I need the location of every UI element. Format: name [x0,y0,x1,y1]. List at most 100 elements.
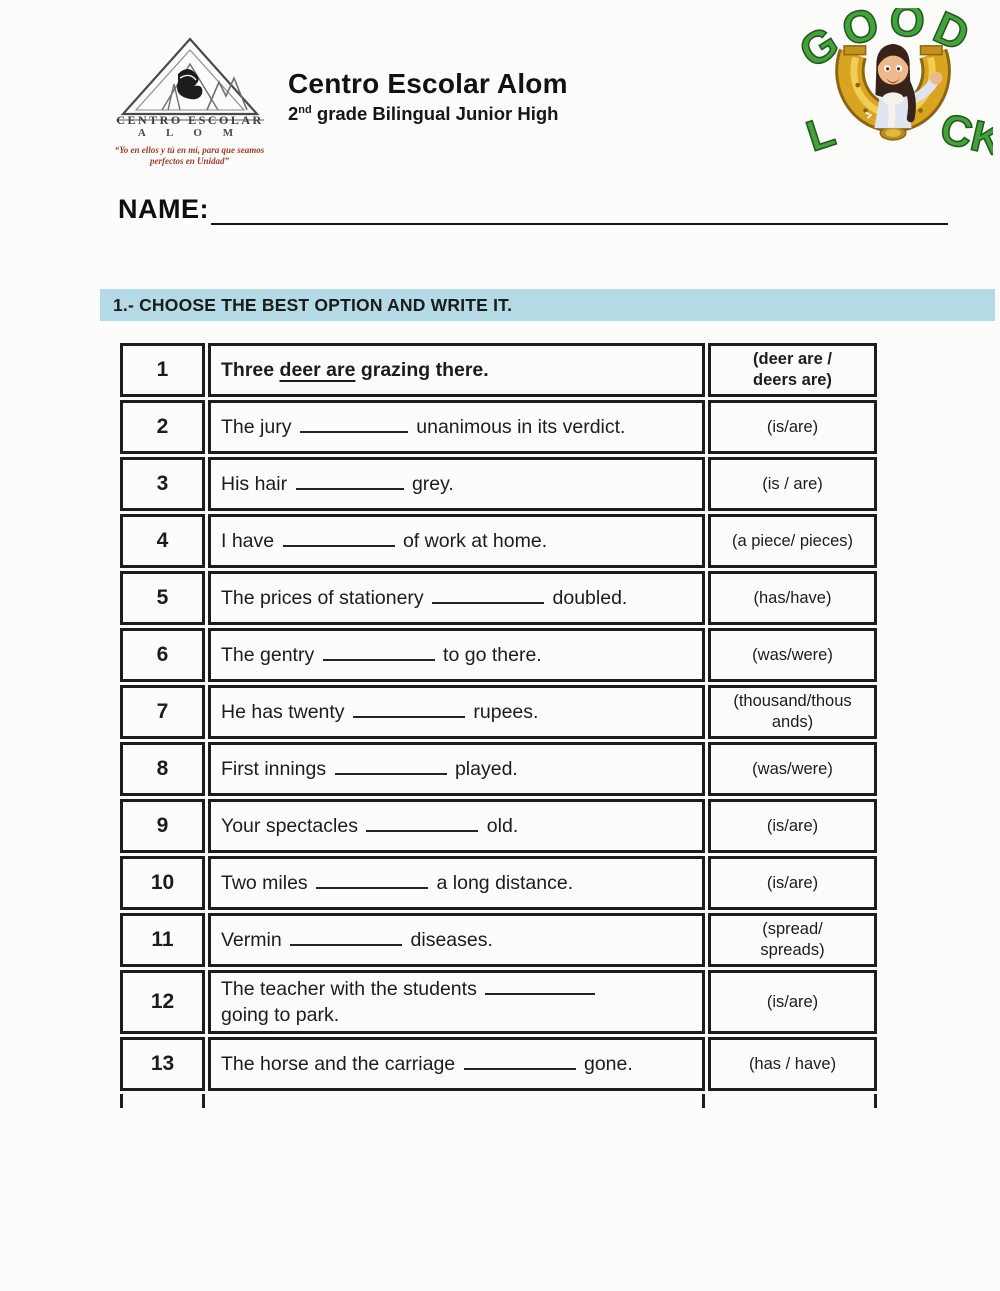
school-logo: CENTRO ESCOLAR A L O M “Yo en ellos y tú… [102,34,277,167]
title-block: Centro Escolar Alom 2nd grade Bilingual … [288,68,568,125]
sentence-text: Two miles [221,872,314,894]
sentence-text: The jury [221,416,297,438]
options-cell: (is/are) [708,400,877,454]
table-row: 11 Vermin diseases. (spread/ spreads) [120,913,877,967]
row-number: 13 [120,1037,205,1091]
section-bar: 1.- CHOOSE THE BEST OPTION AND WRITE IT. [100,289,995,321]
row-number-partial [120,1094,205,1108]
sentence-cell: The prices of stationery doubled. [208,571,705,625]
row-number: 3 [120,457,205,511]
row-number: 2 [120,400,205,454]
sentence-text: old. [481,815,519,837]
sentence-cell: The teacher with the students going to p… [208,970,705,1034]
sentence-cell: The jury unanimous in its verdict. [208,400,705,454]
grade-subtitle: 2nd grade Bilingual Junior High [288,103,559,124]
options-cell: (is/are) [708,799,877,853]
table-row-partial [120,1094,877,1108]
options-cell: (is/are) [708,970,877,1034]
sentence-text: I have [221,530,280,552]
answer-blank[interactable] [282,534,395,547]
sentence-cell: I have of work at home. [208,514,705,568]
sentence-text: The teacher with the students [221,978,483,1000]
girl-avatar-icon [874,43,943,129]
sentence-text: to go there. [437,644,542,666]
options-cell: (is/are) [708,856,877,910]
sentence-text: The horse and the carriage [221,1053,461,1075]
sentence-cell: First innings played. [208,742,705,796]
answer-blank[interactable] [485,982,596,995]
options-cell: (has/have) [708,571,877,625]
luck-ck-text: CK [936,105,993,166]
sentence-text: doubled. [547,587,628,609]
answer-blank[interactable] [316,876,429,889]
options-cell: (a piece/ pieces) [708,514,877,568]
options-cell: (thousand/thous ands) [708,685,877,739]
logo-arch-text: CENTRO ESCOLAR [116,113,263,127]
table-row: 5 The prices of stationery doubled. (has/h… [120,571,877,625]
worksheet-table: 1 Three deer are grazing there. (deer are … [120,343,877,1108]
answer-blank[interactable] [463,1057,576,1070]
sentence-text: played. [449,758,518,780]
school-name: Centro Escolar Alom [288,68,568,99]
answer-blank[interactable] [322,648,435,661]
options-cell: (has / have) [708,1037,877,1091]
row-number: 11 [120,913,205,967]
table-row: 12 The teacher with the students going to… [120,970,877,1034]
school-header: CENTRO ESCOLAR A L O M “Yo en ellos y tú… [0,0,1000,175]
luck-l-text: L [801,107,841,161]
table-row: 1 Three deer are grazing there. (deer are … [120,343,877,397]
answer-blank[interactable] [432,591,545,604]
sentence-text: The gentry [221,644,320,666]
answer-blank[interactable] [295,477,404,490]
options-cell: (was/were) [708,742,877,796]
sentence-cell: He has twenty rupees. [208,685,705,739]
section-title: 1.- CHOOSE THE BEST OPTION AND WRITE IT. [113,294,513,315]
sentence-cell: Two miles a long distance. [208,856,705,910]
row-number: 5 [120,571,205,625]
row-number: 9 [120,799,205,853]
sentence-text: Three [221,359,280,381]
options-cell-partial [708,1094,877,1108]
row-number: 1 [120,343,205,397]
answer-blank[interactable] [366,819,479,832]
table-row: 8 First innings played. (was/were) [120,742,877,796]
options-cell: (is / are) [708,457,877,511]
name-input-line[interactable] [211,197,948,225]
options-cell: (spread/ spreads) [708,913,877,967]
sentence-cell: Three deer are grazing there. [208,343,705,397]
name-row: NAME: [118,191,948,225]
sentence-text: going to park. [221,1004,340,1026]
sentence-text: gone. [578,1053,633,1075]
row-number: 12 [120,970,205,1034]
answer-blank[interactable] [290,933,403,946]
table-row: 3 His hair grey. (is / are) [120,457,877,511]
sentence-cell: The horse and the carriage gone. [208,1037,705,1091]
sentence-cell: His hair grey. [208,457,705,511]
answer-blank[interactable] [334,762,447,775]
sentence-text: a long distance. [431,872,574,894]
answer-blank[interactable] [299,420,408,433]
table-row: 13 The horse and the carriage gone. (has /… [120,1037,877,1091]
sentence-text: of work at home. [397,530,548,552]
table-row: 9 Your spectacles old. (is/are) [120,799,877,853]
table-row: 10 Two miles a long distance. (is/are) [120,856,877,910]
row-number: 6 [120,628,205,682]
sentence-cell: Vermin diseases. [208,913,705,967]
name-label: NAME: [118,194,209,224]
sentence-cell: Your spectacles old. [208,799,705,853]
table-row: 7 He has twenty rupees. (thousand/thous an… [120,685,877,739]
sentence-cell-partial [208,1094,705,1108]
table-row: 6 The gentry to go there. (was/were) [120,628,877,682]
options-cell: (was/were) [708,628,877,682]
row-number: 7 [120,685,205,739]
logo-triangle-icon: CENTRO ESCOLAR A L O M [115,37,264,139]
answer-blank[interactable] [352,705,465,718]
sentence-text: First innings [221,758,332,780]
row-number: 10 [120,856,205,910]
logo-alom-text: A L O M [137,127,241,138]
sentence-text: He has twenty [221,701,350,723]
school-motto: “Yo en ellos y tú en mí, para que seamos… [114,145,265,166]
good-luck-sticker: GOOD L CK [790,0,1000,171]
